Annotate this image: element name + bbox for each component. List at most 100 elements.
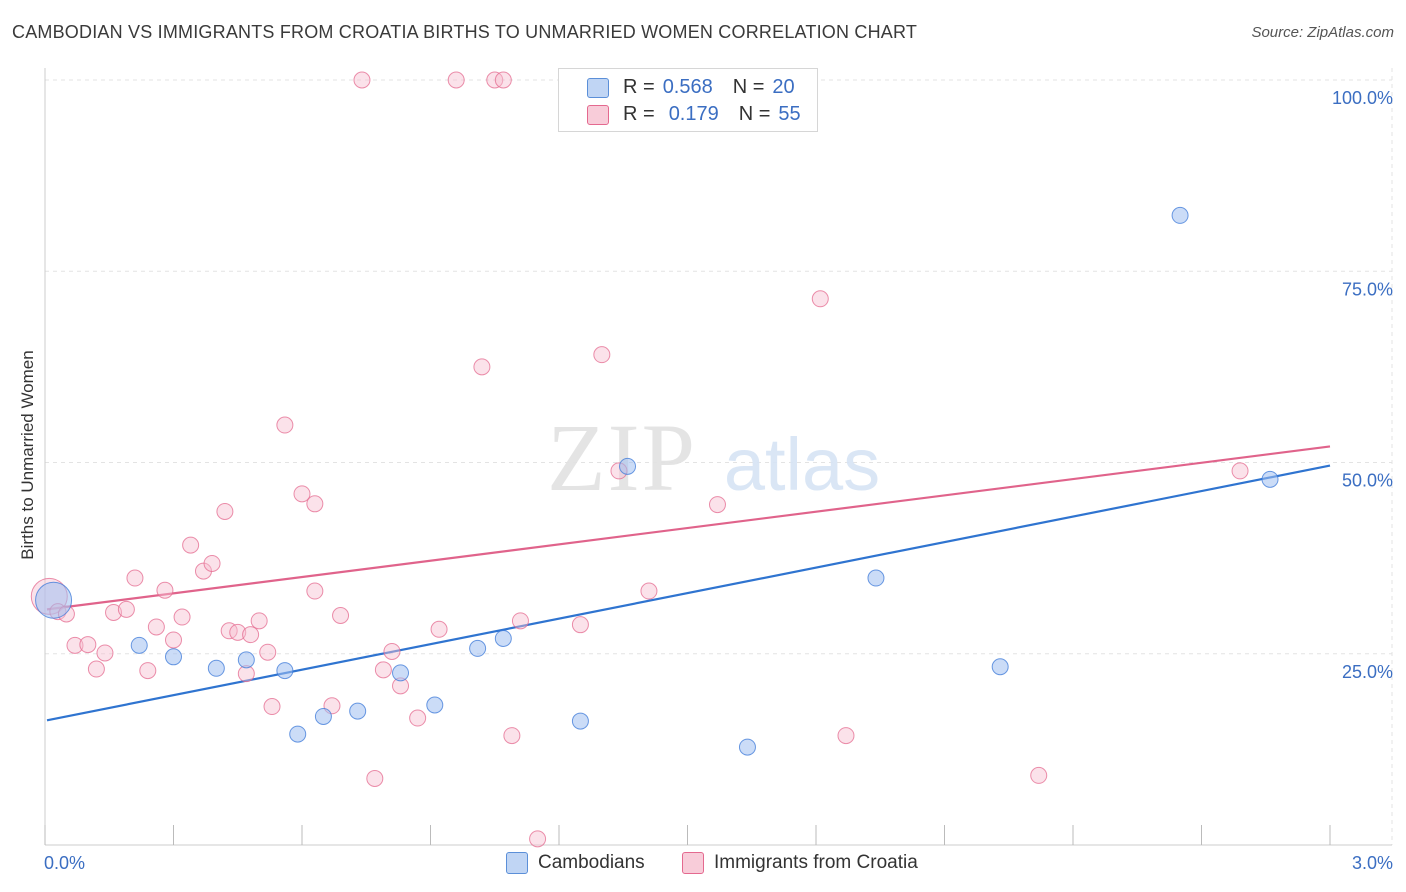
point-croatia <box>117 600 135 618</box>
point-croatia <box>229 623 247 641</box>
point-croatia <box>87 660 105 678</box>
point-cambodians <box>289 725 307 743</box>
legend-swatch-blue <box>506 852 528 874</box>
point-cambodians <box>494 629 512 647</box>
point-cambodians <box>276 662 294 680</box>
point-croatia <box>250 612 268 630</box>
x-tick-label-start: 0.0% <box>44 853 85 873</box>
point-cambodians <box>207 659 225 677</box>
grid-lines <box>45 68 1393 845</box>
point-croatia <box>374 661 392 679</box>
point-croatia <box>293 485 311 503</box>
y-tick-label: 25.0% <box>1342 662 1393 682</box>
point-croatia <box>1030 766 1048 784</box>
chart-title: CAMBODIAN VS IMMIGRANTS FROM CROATIA BIR… <box>12 22 918 42</box>
legend-n-label: N = <box>732 76 765 98</box>
point-croatia <box>811 290 829 308</box>
point-croatia <box>220 622 238 640</box>
legend-row-croatia: R = 0.179 N = 55 <box>587 103 801 126</box>
data-points <box>30 71 1279 848</box>
point-cambodians <box>392 664 410 682</box>
trend-lines <box>46 445 1331 722</box>
point-cambodians <box>349 702 367 720</box>
legend-label-croatia: Immigrants from Croatia <box>714 852 918 873</box>
point-croatia <box>306 495 324 513</box>
point-croatia <box>173 608 191 626</box>
point-croatia <box>105 603 123 621</box>
point-croatia <box>503 727 521 745</box>
point-croatia <box>259 643 277 661</box>
legend-r-value: 0.179 <box>668 103 719 125</box>
y-tick-label: 50.0% <box>1342 471 1393 491</box>
legend-swatch-blue <box>587 77 609 98</box>
point-croatia <box>126 569 144 587</box>
source-credit: Source: ZipAtlas.com <box>1251 24 1394 41</box>
legend-r-value: 0.568 <box>662 76 713 98</box>
point-croatia <box>593 346 611 364</box>
legend-n-value: 20 <box>772 76 795 98</box>
point-croatia <box>306 582 324 600</box>
legend-r-label: R = <box>623 76 655 98</box>
stats-legend: R = 0.568 N = 20 R = 0.179 N = 55 <box>558 68 818 132</box>
watermark: ZIP atlas <box>547 404 880 511</box>
point-cambodians <box>571 712 589 730</box>
point-cambodians <box>1171 206 1189 224</box>
point-croatia <box>79 636 97 654</box>
point-croatia <box>1231 462 1249 480</box>
point-cambodians <box>314 707 332 725</box>
point-cambodians <box>130 636 148 654</box>
point-croatia <box>156 581 174 599</box>
point-croatia <box>494 71 512 89</box>
point-croatia <box>366 769 384 787</box>
point-croatia <box>837 727 855 745</box>
point-cambodians <box>991 658 1009 676</box>
point-croatia <box>430 620 448 638</box>
trend-line-cambodians <box>46 464 1331 722</box>
point-croatia <box>511 612 529 630</box>
point-croatia <box>216 502 234 520</box>
legend-item-croatia: Immigrants from Croatia <box>682 852 918 874</box>
x-tick-label-end: 3.0% <box>1352 853 1393 873</box>
point-croatia <box>409 709 427 727</box>
point-cambodians <box>619 457 637 475</box>
watermark-zip: ZIP <box>547 404 697 511</box>
point-cambodians <box>35 581 73 619</box>
legend-swatch-pink <box>587 104 609 125</box>
point-cambodians <box>426 696 444 714</box>
point-croatia <box>447 71 465 89</box>
point-cambodians <box>738 738 756 756</box>
point-croatia <box>640 582 658 600</box>
legend-row-cambodians: R = 0.568 N = 20 <box>587 76 795 99</box>
point-croatia <box>708 496 726 514</box>
point-croatia <box>263 698 281 716</box>
point-cambodians <box>867 569 885 587</box>
point-croatia <box>383 642 401 660</box>
point-croatia <box>147 618 165 636</box>
point-croatia <box>353 71 371 89</box>
point-croatia <box>203 554 221 572</box>
point-croatia <box>473 358 491 376</box>
legend-n-value: 55 <box>778 103 801 125</box>
point-croatia <box>529 830 547 848</box>
watermark-atlas: atlas <box>724 423 880 506</box>
point-croatia <box>242 626 260 644</box>
point-croatia <box>276 416 294 434</box>
point-croatia <box>486 71 504 89</box>
legend-r-label: R = <box>623 103 655 125</box>
point-croatia <box>139 662 157 680</box>
y-tick-label: 100.0% <box>1332 88 1393 108</box>
tick-labels: 25.0% 50.0% 75.0% 100.0% 0.0% 3.0% <box>44 88 1393 873</box>
legend-label-cambodians: Cambodians <box>538 852 645 873</box>
point-croatia <box>571 616 589 634</box>
point-croatia <box>165 631 182 649</box>
point-croatia <box>332 607 350 624</box>
legend-swatch-pink <box>682 852 704 874</box>
point-croatia <box>96 644 114 662</box>
point-cambodians <box>469 639 487 657</box>
trend-line-croatia <box>46 445 1331 611</box>
axes <box>44 68 1392 846</box>
y-tick-label: 75.0% <box>1342 279 1393 299</box>
point-croatia <box>182 536 200 554</box>
point-croatia <box>66 636 84 654</box>
